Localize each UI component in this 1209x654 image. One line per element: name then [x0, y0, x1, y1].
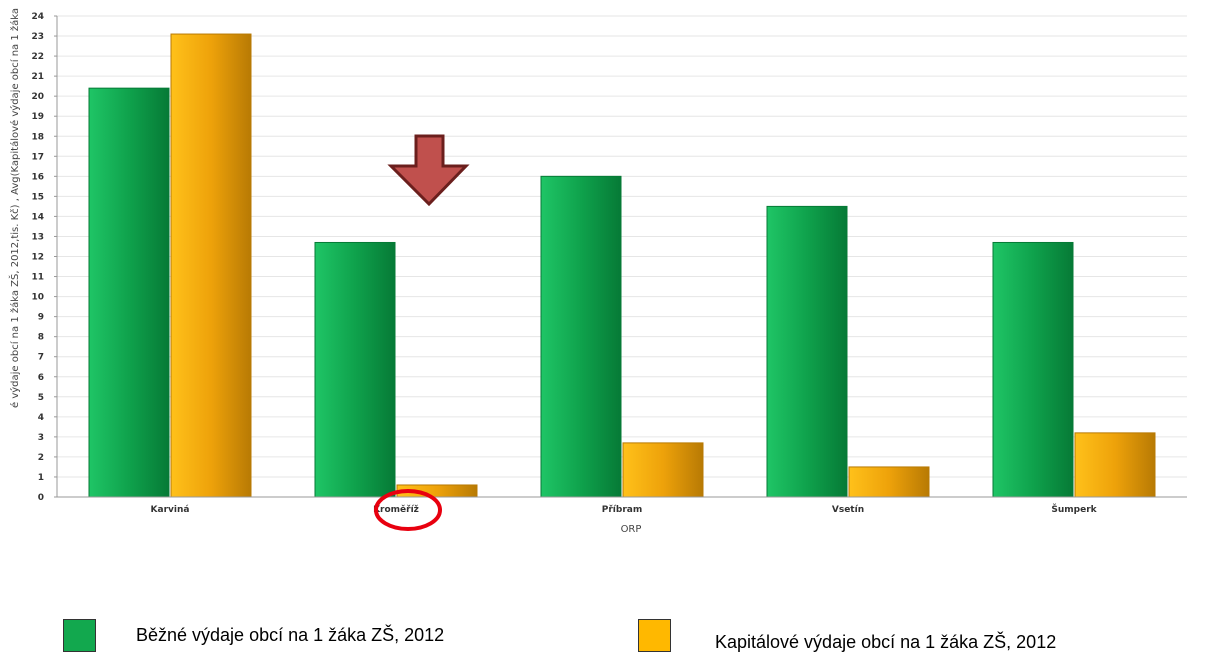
y-tick-label: 14 [31, 212, 44, 222]
x-category-label: Karviná [151, 505, 190, 515]
y-tick-label: 22 [31, 52, 44, 62]
bar-bezne-1 [314, 241, 396, 498]
bar-bezne-4 [992, 241, 1074, 498]
y-tick-label: 1 [38, 473, 44, 483]
legend-label-2: Kapitálové výdaje obcí na 1 žáka ZŠ, 201… [715, 631, 1057, 652]
y-tick-label: 10 [31, 293, 44, 303]
y-tick-label: 12 [31, 253, 44, 263]
y-tick-label: 2 [38, 453, 44, 463]
y-tick-label: 20 [31, 92, 44, 102]
y-tick-label: 15 [31, 192, 44, 202]
legend-swatch-orange [638, 618, 671, 652]
y-tick-label: 21 [31, 72, 44, 82]
y-tick-label: 19 [31, 112, 44, 122]
y-tick-label: 24 [31, 12, 44, 22]
bar-kapitalove-4 [1074, 432, 1156, 498]
x-category-label: Kroměříž [373, 504, 419, 515]
legend-item-2: Kapitálové výdaje obcí na 1 žáka ZŠ, 201… [638, 617, 1056, 653]
axes [56, 16, 1187, 498]
y-axis-title: é výdaje obcí na 1 žáka ZŠ, 2012,tis. Kč… [8, 8, 21, 408]
y-tick-label: 5 [38, 393, 44, 403]
y-tick-label: 8 [38, 333, 44, 343]
y-tick-label: 9 [38, 313, 44, 323]
bar-kapitalove-0 [170, 33, 252, 498]
bar-kapitalove-3 [848, 466, 930, 498]
y-tick-label: 11 [31, 273, 44, 283]
legend-item-1: Běžné výdaje obcí na 1 žáka ZŠ, 2012 [63, 617, 444, 653]
x-axis-categories: Karviná Kroměříž Příbram Vsetín Šumperk [151, 503, 1098, 515]
y-tick-label: 7 [38, 353, 44, 363]
legend-swatch-green [63, 618, 96, 652]
y-tick-label: 6 [38, 373, 44, 383]
y-tick-label: 4 [38, 413, 44, 423]
x-axis-title: ORP [621, 524, 642, 535]
bar-bezne-0 [88, 87, 170, 498]
highlight-circle [374, 489, 442, 531]
bar-bezne-3 [766, 205, 848, 498]
y-tick-label: 18 [31, 132, 44, 142]
x-category-label: Příbram [602, 505, 642, 515]
x-category-label: Šumperk [1051, 503, 1097, 515]
y-tick-label: 17 [31, 152, 44, 162]
down-arrow-annotation [387, 134, 470, 207]
bars [88, 33, 1156, 498]
y-tick-label: 13 [31, 232, 44, 242]
y-tick-label: 16 [31, 172, 44, 182]
y-tick-label: 23 [31, 32, 44, 42]
bar-kapitalove-2 [622, 442, 704, 498]
y-tick-label: 3 [38, 433, 44, 443]
x-category-label: Vsetín [832, 505, 864, 515]
bar-bezne-2 [540, 175, 622, 498]
bar-chart: 0123456789101112131415161718192021222324… [8, 8, 1187, 535]
y-tick-label: 0 [38, 493, 44, 503]
legend-label-1: Běžné výdaje obcí na 1 žáka ZŠ, 2012 [136, 624, 445, 645]
